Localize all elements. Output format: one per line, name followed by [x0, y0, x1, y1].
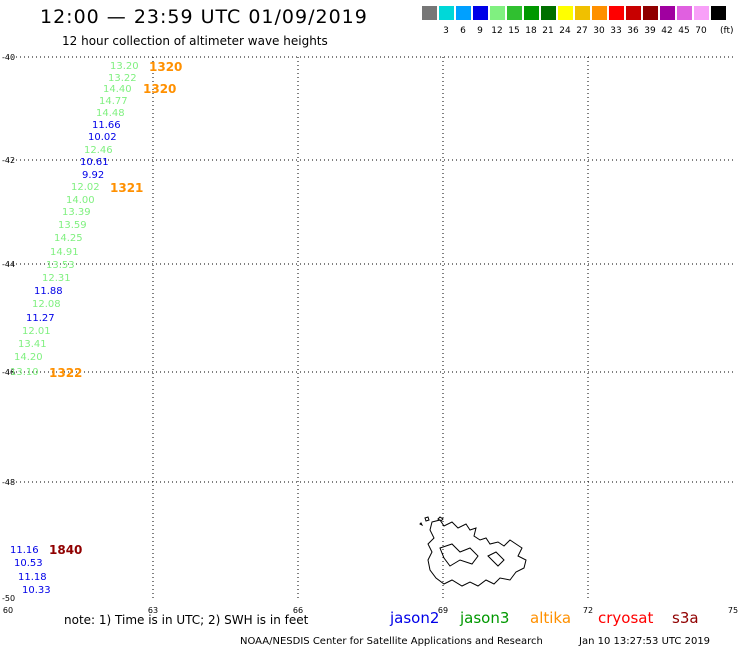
wave-height-value: 14.48 — [96, 108, 125, 119]
longitude-label: 72 — [582, 606, 594, 615]
legend-tick-label: 18 — [525, 26, 537, 36]
wave-height-value: 10.53 — [14, 558, 43, 569]
legend-swatch — [626, 6, 641, 20]
legend-swatch — [558, 6, 573, 20]
legend-tick-label: 12 — [491, 26, 503, 36]
wave-height-value: 12.46 — [84, 145, 113, 156]
longitude-label: 60 — [2, 606, 14, 615]
wave-height-value: 10.61 — [80, 157, 109, 168]
legend-tick-label: 45 — [678, 26, 690, 36]
wave-height-value: 11.16 — [10, 545, 39, 556]
legend-swatch — [677, 6, 692, 20]
legend-tick-label: 39 — [644, 26, 656, 36]
pass-time-label: 1840 — [49, 543, 83, 557]
wave-height-value: 13.41 — [18, 339, 47, 350]
legend-tick-label: 6 — [460, 26, 466, 36]
credit-line: NOAA/NESDIS Center for Satellite Applica… — [240, 636, 543, 647]
wave-height-value: 10.33 — [22, 585, 51, 596]
wave-height-value: 14.91 — [50, 247, 79, 258]
wave-height-value: 11.66 — [92, 120, 121, 131]
wave-height-value: 12.31 — [42, 273, 71, 284]
legend-tick-label: 21 — [542, 26, 554, 36]
lat-lon-grid — [8, 56, 733, 598]
satellite-key-s3a: s3a — [672, 609, 699, 627]
legend-tick-label: 42 — [661, 26, 673, 36]
legend-tick-label: 27 — [576, 26, 588, 36]
legend-swatch — [507, 6, 522, 20]
wave-height-value: 13.39 — [62, 207, 91, 218]
wave-height-value: 12.08 — [32, 299, 61, 310]
wave-height-value: 14.25 — [54, 233, 83, 244]
legend-tick-label: 15 — [508, 26, 520, 36]
pass-time-label: 1321 — [110, 181, 144, 195]
pass-time-label: 1322 — [49, 366, 83, 380]
legend-tick-label: 33 — [610, 26, 622, 36]
longitude-label: 63 — [147, 606, 159, 615]
legend-tick-label: 24 — [559, 26, 571, 36]
satellite-key-jason2: jason2 — [390, 609, 440, 627]
longitude-label: 66 — [292, 606, 304, 615]
wave-height-value: 13.20 — [110, 61, 139, 72]
legend-swatch — [711, 6, 726, 20]
pass-time-label: 1320 — [149, 60, 183, 74]
legend-swatch — [473, 6, 488, 20]
pass-time-label: 1320 — [143, 82, 177, 96]
legend-swatch — [456, 6, 471, 20]
latitude-label: -40 — [2, 53, 16, 62]
wave-height-value: 13.53 — [46, 260, 75, 271]
wave-height-value: 14.20 — [14, 352, 43, 363]
legend-tick-label: 3 — [443, 26, 449, 36]
legend-tick-label: 70 — [695, 26, 707, 36]
map-subtitle: 12 hour collection of altimeter wave hei… — [62, 34, 328, 48]
legend-swatch — [524, 6, 539, 20]
legend-swatch — [694, 6, 709, 20]
legend-swatch — [439, 6, 454, 20]
generated-timestamp: Jan 10 13:27:53 UTC 2019 — [579, 636, 711, 647]
legend-swatch — [643, 6, 658, 20]
wave-height-value: 13.59 — [58, 220, 87, 231]
wave-height-value: 11.27 — [26, 313, 55, 324]
longitude-label: 69 — [437, 606, 449, 615]
kerguelen-islands-coastline — [419, 516, 527, 587]
units-note: note: 1) Time is in UTC; 2) SWH is in fe… — [64, 613, 309, 627]
latitude-label: -44 — [2, 260, 16, 269]
legend-unit: (ft) — [720, 26, 734, 36]
wave-height-value: 14.77 — [99, 96, 128, 107]
wave-height-value: 11.18 — [18, 572, 47, 583]
wave-height-value: 14.00 — [66, 195, 95, 206]
map-title: 12:00 — 23:59 UTC 01/09/2019 — [40, 6, 368, 28]
wave-height-value: 13.10 — [10, 367, 39, 378]
legend-swatch — [541, 6, 556, 20]
legend-swatch — [575, 6, 590, 20]
legend-tick-label: 36 — [627, 26, 639, 36]
legend-swatch — [490, 6, 505, 20]
legend-swatch — [660, 6, 675, 20]
wave-height-value: 12.01 — [22, 326, 51, 337]
latitude-label: -46 — [2, 368, 16, 377]
latitude-label: -50 — [2, 594, 16, 603]
wave-height-value: 9.92 — [82, 170, 105, 181]
wave-height-value: 14.40 — [103, 84, 132, 95]
legend-tick-label: 30 — [593, 26, 605, 36]
legend-swatch — [609, 6, 624, 20]
satellite-key-jason3: jason3 — [460, 609, 510, 627]
longitude-label: 75 — [727, 606, 739, 615]
wave-height-value: 13.22 — [108, 73, 137, 84]
wave-height-value: 11.88 — [34, 286, 63, 297]
legend-swatch — [592, 6, 607, 20]
latitude-label: -42 — [2, 156, 16, 165]
legend-swatch — [422, 6, 437, 20]
wave-height-value: 12.02 — [71, 182, 100, 193]
legend-tick-label: 9 — [477, 26, 483, 36]
satellite-key-altika: altika — [530, 609, 572, 627]
satellite-key-cryosat: cryosat — [598, 609, 654, 627]
latitude-label: -48 — [2, 478, 16, 487]
wave-height-value: 10.02 — [88, 132, 117, 143]
